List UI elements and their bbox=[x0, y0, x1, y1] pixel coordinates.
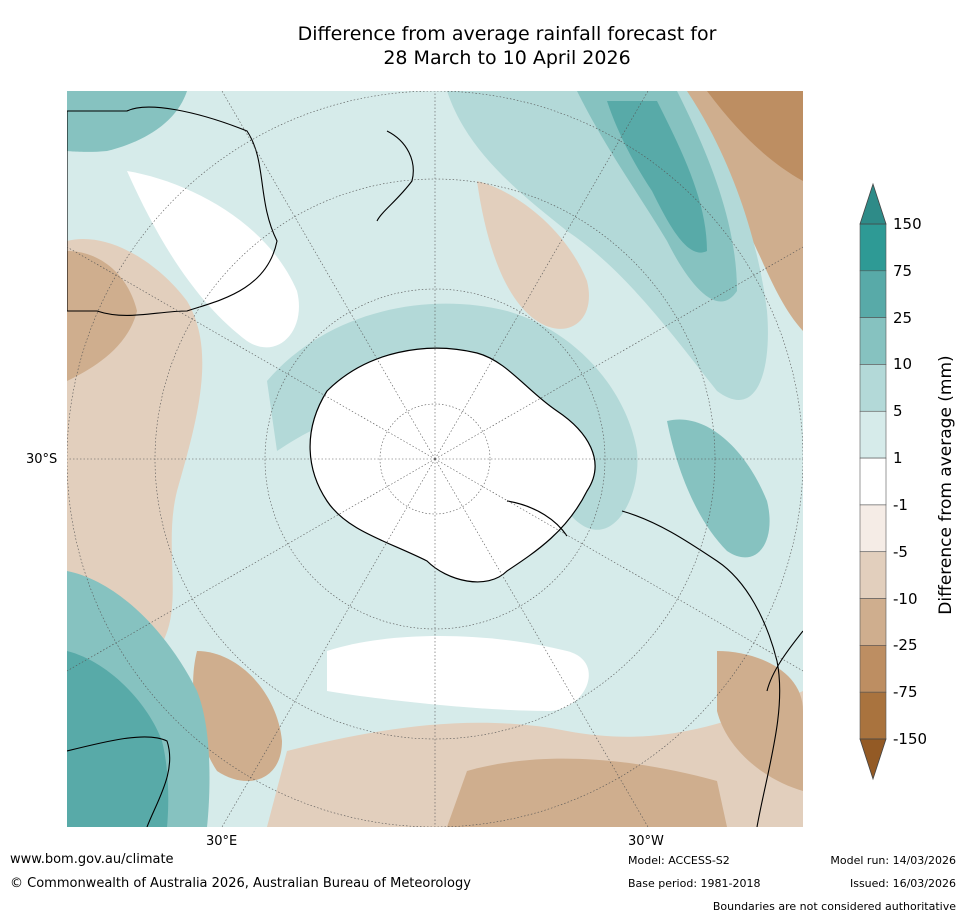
chart-title-line2: 28 March to 10 April 2026 bbox=[383, 47, 631, 69]
colorbar-band bbox=[859, 457, 887, 506]
lon-label-30e: 30°E bbox=[206, 834, 238, 849]
footer-website[interactable]: www.bom.gov.au/climate bbox=[10, 852, 174, 867]
colorbar-tick-label: -10 bbox=[893, 589, 918, 608]
colorbar-tick-label: -150 bbox=[893, 730, 928, 748]
graticule-meridian-60e bbox=[67, 458, 436, 672]
colorbar-title: Difference from average (mm) bbox=[936, 355, 956, 615]
colorbar-tick-label: 25 bbox=[893, 308, 913, 327]
wet-region-east-pacific bbox=[667, 419, 770, 558]
dry-region-west-coast-strong bbox=[67, 251, 137, 381]
colorbar-top-arrow bbox=[859, 182, 887, 225]
map-svg bbox=[67, 91, 803, 827]
colorbar-band bbox=[859, 645, 887, 693]
colorbar-tick-label: 75 bbox=[893, 261, 913, 280]
dry-region-north-east-strong bbox=[707, 91, 803, 181]
south-america-coast bbox=[621, 510, 781, 827]
colorbar-svg bbox=[859, 182, 887, 781]
colorbar-tick-label: 5 bbox=[893, 402, 903, 421]
footer-issued: Issued: 16/03/2026 bbox=[849, 877, 956, 890]
footer-base-period: Base period: 1981-2018 bbox=[628, 877, 761, 890]
dry-region-south-east bbox=[717, 651, 803, 791]
antarctica bbox=[309, 347, 596, 583]
new-zealand-coast bbox=[376, 130, 414, 222]
graticule-meridian-120w bbox=[434, 246, 803, 460]
colorbar-tick-label: -75 bbox=[893, 683, 918, 702]
dry-region-south-west bbox=[193, 651, 282, 781]
neutral-zone-west bbox=[127, 171, 299, 348]
colorbar-tick-label: -1 bbox=[893, 495, 908, 514]
graticule-meridian-150e bbox=[221, 91, 436, 460]
graticule-meridian-150w bbox=[434, 91, 649, 460]
south-america-east-coast bbox=[766, 630, 803, 692]
lat-label-30s: 30°S bbox=[26, 452, 58, 467]
footer-model-run: Model run: 14/03/2026 bbox=[830, 854, 956, 867]
colorbar-tick-label: 10 bbox=[893, 355, 913, 374]
colorbar-band bbox=[859, 317, 887, 365]
colorbar-band bbox=[859, 223, 887, 272]
colorbar-band bbox=[859, 410, 887, 459]
graticule-meridian-120e bbox=[67, 246, 436, 460]
colorbar-tick-label: 1 bbox=[893, 449, 903, 468]
colorbar-tick-label: 150 bbox=[893, 215, 922, 233]
colorbar-band bbox=[859, 598, 887, 646]
colorbar-band bbox=[859, 551, 887, 599]
wet-region-south-west-strong bbox=[67, 651, 169, 827]
footer-copyright: © Commonwealth of Australia 2026, Austra… bbox=[10, 876, 471, 891]
footer-model: Model: ACCESS-S2 bbox=[628, 854, 730, 867]
colorbar-bottom-arrow bbox=[859, 738, 887, 781]
wet-region-north-west bbox=[67, 91, 187, 152]
graticule-circle-45s bbox=[264, 288, 606, 630]
footer-disclaimer: Boundaries are not considered authoritat… bbox=[712, 900, 956, 913]
graticule-circle-60s bbox=[379, 403, 491, 515]
colorbar-band bbox=[859, 270, 887, 318]
colorbar-band bbox=[859, 691, 887, 740]
colorbar-band bbox=[859, 504, 887, 553]
antarctic-peninsula bbox=[506, 500, 568, 537]
chart-title-line1: Difference from average rainfall forecas… bbox=[297, 23, 717, 45]
colorbar-tick-label: -25 bbox=[893, 636, 918, 655]
australia-coast bbox=[67, 106, 278, 316]
colorbar-band bbox=[859, 364, 887, 412]
graticule-meridian-30e bbox=[221, 458, 436, 827]
chart-title: Difference from average rainfall forecas… bbox=[0, 22, 965, 70]
map-panel[interactable] bbox=[67, 91, 803, 827]
colorbar bbox=[857, 182, 889, 782]
graticule-meridian-30w bbox=[434, 458, 649, 827]
neutral-zone-south bbox=[327, 636, 589, 711]
dry-region-north-center bbox=[477, 181, 589, 329]
lon-label-30w: 30°W bbox=[628, 834, 664, 849]
wet-region-north-east-strong bbox=[607, 101, 707, 253]
graticule-meridian-60w bbox=[434, 458, 803, 672]
colorbar-tick-label: -5 bbox=[893, 542, 908, 561]
africa-coast bbox=[67, 736, 171, 827]
dry-region-south-strong bbox=[447, 758, 727, 827]
